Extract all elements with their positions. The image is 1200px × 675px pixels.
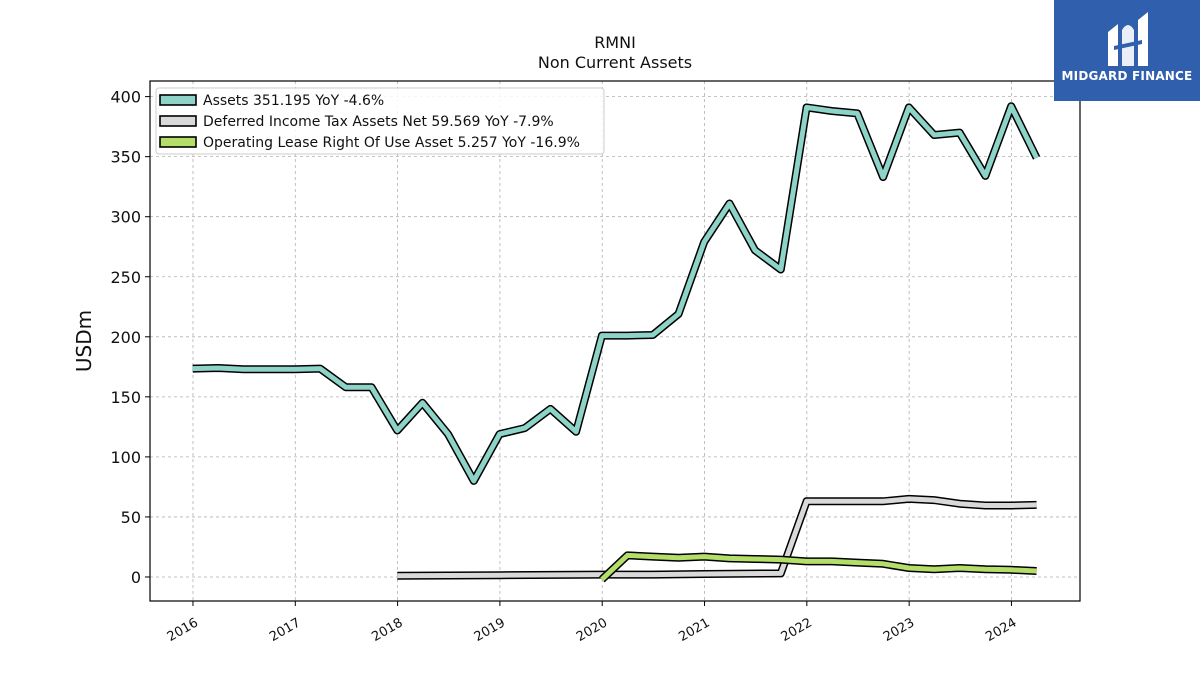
legend-swatch — [159, 115, 197, 127]
brand-logo: MIDGARD FINANCE — [1054, 0, 1200, 101]
y-tick-label: 50 — [121, 508, 141, 527]
x-tick-label: 2022 — [779, 615, 815, 645]
series-line-outline — [397, 494, 1037, 580]
legend: Assets 351.195 YoY -4.6% Deferred Income … — [155, 87, 605, 155]
plot-area-frame — [149, 80, 1081, 602]
y-tick-label: 250 — [110, 268, 141, 287]
legend-swatch — [159, 94, 197, 106]
series-deferred-income-tax — [397, 494, 1037, 580]
series-line — [397, 496, 1037, 579]
x-tick-label: 2020 — [574, 615, 610, 645]
x-tick-label: 2017 — [267, 615, 303, 645]
legend-label-assets: Assets 351.195 YoY -4.6% — [203, 93, 384, 109]
x-tick-label: 2024 — [983, 615, 1019, 645]
x-tick-label: 2016 — [165, 615, 201, 645]
x-tick-label: 2018 — [369, 615, 405, 645]
x-tick-label: 2019 — [472, 615, 508, 645]
logo-text: MIDGARD FINANCE — [1061, 69, 1193, 83]
legend-swatch — [159, 136, 197, 148]
chart-subtitle: Non Current Assets — [538, 53, 692, 72]
y-tick-label: 0 — [131, 568, 141, 587]
y-tick-label: 350 — [110, 148, 141, 167]
legend-label-deferred-income-tax: Deferred Income Tax Assets Net 59.569 Yo… — [203, 114, 554, 130]
series-assets — [192, 102, 1041, 485]
series-operating-lease — [599, 551, 1037, 583]
x-tick-label: 2021 — [676, 615, 712, 645]
y-tick-label: 400 — [110, 88, 141, 107]
chart-title: RMNI — [594, 33, 636, 52]
y-tick-label: 150 — [110, 388, 141, 407]
y-tick-label: 200 — [110, 328, 141, 347]
series-line — [600, 552, 1037, 582]
series-line — [192, 103, 1039, 484]
y-tick-label: 300 — [110, 208, 141, 227]
y-axis-label: USDm — [72, 310, 96, 372]
legend-box — [155, 87, 605, 155]
x-tick-label: 2023 — [881, 615, 917, 645]
legend-label-operating-lease: Operating Lease Right Of Use Asset 5.257… — [203, 135, 580, 151]
y-tick-label: 100 — [110, 448, 141, 467]
series-line-outline — [192, 102, 1041, 485]
series-lines — [192, 102, 1041, 583]
midgard-logo-icon — [1108, 12, 1148, 66]
grid — [150, 81, 1080, 601]
